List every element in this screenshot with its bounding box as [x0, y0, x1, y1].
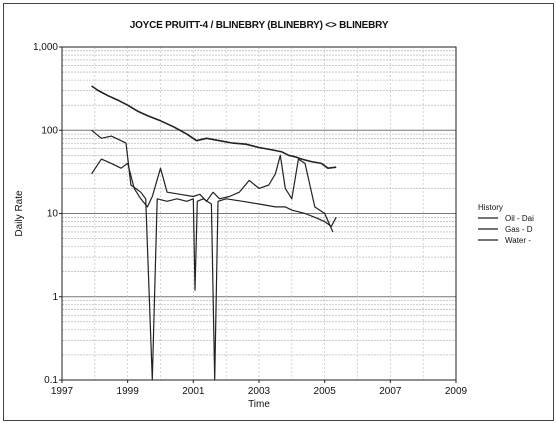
y-tick-label: 100 [41, 125, 58, 136]
x-tick-label: 2009 [445, 386, 468, 397]
x-tick-label: 2005 [314, 386, 337, 397]
legend-entry: Oil - Dai [505, 214, 534, 223]
x-tick-label: 2003 [248, 386, 271, 397]
x-tick-labels: 1997 1999 2001 2003 2005 2007 2009 [51, 380, 468, 397]
y-tick-label: 10 [47, 209, 59, 220]
x-tick-label: 1999 [117, 386, 140, 397]
chart-title: JOYCE PRUITT-4 / BLINEBRY (BLINEBRY) <> … [129, 20, 389, 31]
x-tick-label: 1997 [51, 386, 74, 397]
x-axis-label: Time [248, 399, 270, 410]
y-tick-label: 1,000 [33, 42, 58, 53]
legend: History Oil - Dai Gas - D Water - [478, 203, 534, 245]
legend-title: History [478, 203, 503, 212]
legend-entry: Gas - D [505, 225, 533, 234]
x-tick-label: 2007 [379, 386, 402, 397]
x-tick-label: 2001 [182, 386, 205, 397]
y-tick-label: 1 [52, 292, 58, 303]
series-line [91, 129, 337, 381]
y-tick-labels: 0.1 1 10 100 1,000 [33, 42, 62, 386]
y-tick-label: 0.1 [44, 375, 58, 386]
legend-entry: Water - [505, 236, 531, 245]
series-line [91, 85, 337, 169]
series-line [91, 154, 334, 233]
y-axis-label: Daily Rate [14, 190, 25, 237]
grid [62, 47, 456, 381]
series-group [91, 85, 337, 381]
